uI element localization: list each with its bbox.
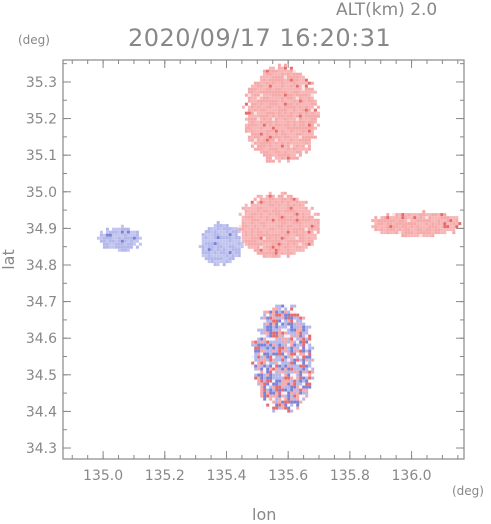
x-tick-label: 135.4 bbox=[206, 468, 246, 484]
x-axis-label: lon bbox=[252, 505, 277, 524]
plot-frame bbox=[62, 59, 465, 460]
y-tick-label: 34.5 bbox=[26, 368, 57, 384]
region-south bbox=[251, 304, 315, 413]
y-tick-label: 35.1 bbox=[26, 148, 57, 164]
y-tick-label: 35.0 bbox=[26, 185, 57, 201]
x-tick-label: 135.0 bbox=[83, 468, 123, 484]
y-tick-label: 35.3 bbox=[26, 75, 57, 91]
y-tick-label: 34.3 bbox=[26, 441, 57, 457]
altitude-label: ALT(km) 2.0 bbox=[336, 0, 438, 20]
y-axis-unit: (deg) bbox=[18, 33, 50, 47]
region-east bbox=[371, 210, 462, 238]
x-tick-label: 135.8 bbox=[330, 468, 370, 484]
region-southwest bbox=[198, 221, 244, 267]
region-west bbox=[96, 224, 142, 252]
y-tick-label: 34.9 bbox=[26, 221, 57, 237]
timestamp-title: 2020/09/17 16:20:31 bbox=[128, 24, 392, 52]
x-tick-label: 135.6 bbox=[268, 468, 308, 484]
x-axis-unit: (deg) bbox=[452, 484, 484, 498]
y-tick-label: 35.2 bbox=[26, 112, 57, 128]
x-tick-label: 136.0 bbox=[392, 468, 432, 484]
region-north bbox=[241, 63, 320, 163]
y-tick-label: 34.7 bbox=[26, 295, 57, 311]
y-tick-label: 34.8 bbox=[26, 258, 57, 274]
y-tick-label: 34.4 bbox=[26, 404, 57, 420]
x-tick-label: 135.2 bbox=[145, 468, 185, 484]
region-central bbox=[235, 191, 320, 258]
y-tick-label: 34.6 bbox=[26, 331, 57, 347]
